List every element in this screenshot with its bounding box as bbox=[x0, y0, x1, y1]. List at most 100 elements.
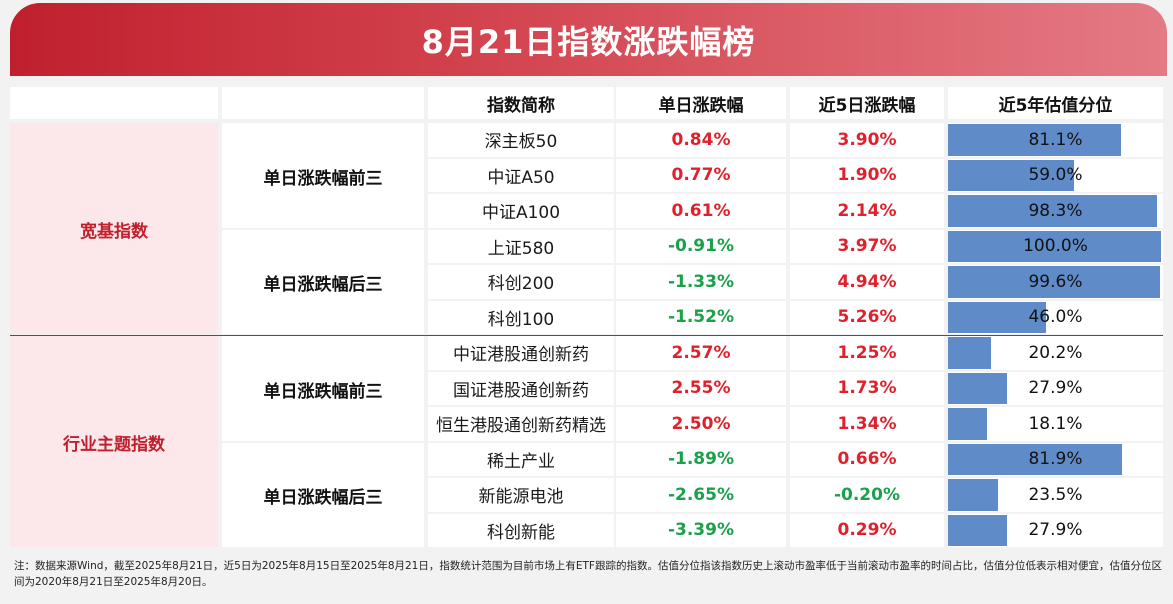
daily-change: -1.89% bbox=[667, 449, 735, 470]
row-bg bbox=[790, 194, 944, 228]
percentile-bar bbox=[948, 514, 1008, 546]
daily-change: 0.61% bbox=[671, 200, 731, 221]
percentile-bar bbox=[948, 372, 1008, 404]
percentile-value: 100.0% bbox=[1023, 236, 1088, 257]
daily-change: -3.39% bbox=[667, 520, 735, 541]
five-day-change: 0.29% bbox=[837, 520, 897, 541]
row-bg bbox=[428, 123, 614, 157]
daily-change: 2.57% bbox=[671, 342, 731, 363]
row-bg bbox=[790, 336, 944, 370]
row-bg bbox=[790, 371, 944, 405]
row-bg bbox=[428, 194, 614, 228]
page-title: 8月21日指数涨跌幅榜 bbox=[10, 3, 1167, 76]
daily-change: 0.77% bbox=[671, 165, 731, 186]
daily-change: 2.55% bbox=[671, 378, 731, 399]
header-percentile: 近5年估值分位 bbox=[998, 95, 1113, 116]
percentile-value: 20.2% bbox=[1028, 342, 1083, 363]
row-bg bbox=[428, 371, 614, 405]
index-name: 稀土产业 bbox=[487, 451, 555, 472]
percentile-value: 46.0% bbox=[1028, 307, 1083, 328]
header-bg bbox=[616, 87, 786, 119]
row-bg bbox=[616, 265, 786, 299]
five-day-change: 1.25% bbox=[837, 342, 897, 363]
group-bg bbox=[222, 336, 424, 441]
valuation-percentile: 46.0% bbox=[948, 301, 1163, 335]
five-day-change: 4.94% bbox=[837, 271, 897, 292]
row-bg bbox=[428, 300, 614, 334]
row-bg bbox=[616, 123, 786, 157]
daily-change: -0.91% bbox=[667, 236, 735, 257]
valuation-percentile: 59.0% bbox=[948, 159, 1163, 193]
daily-change: -1.52% bbox=[667, 307, 735, 328]
footnote: 注：数据来源Wind，截至2025年8月21日，近5日为2025年8月15日至2… bbox=[14, 560, 1162, 588]
row-bg bbox=[790, 478, 944, 512]
header-bg bbox=[790, 87, 944, 119]
category-label: 行业主题指数 bbox=[63, 435, 165, 455]
percentile-value: 59.0% bbox=[1028, 165, 1083, 186]
five-day-change: 1.34% bbox=[837, 413, 897, 434]
valuation-percentile: 27.9% bbox=[948, 514, 1163, 548]
five-day-change: 1.90% bbox=[837, 165, 897, 186]
row-bg bbox=[616, 371, 786, 405]
percentile-value: 81.1% bbox=[1028, 129, 1083, 150]
index-name: 深主板50 bbox=[484, 132, 558, 153]
index-name: 新能源电池 bbox=[478, 487, 564, 508]
percentile-bar bbox=[948, 266, 1161, 298]
index-ranking-table: 指数简称 单日涨跌幅 近5日涨跌幅 近5年估值分位 宽基指数 单日涨跌幅前三 深主板50 0.… bbox=[10, 87, 1163, 549]
five-day-change: 3.97% bbox=[837, 236, 897, 257]
index-name: 中证港股通创新药 bbox=[453, 345, 589, 366]
daily-change: 0.84% bbox=[671, 129, 731, 150]
percentile-value: 27.9% bbox=[1028, 378, 1083, 399]
percentile-bar bbox=[948, 408, 987, 440]
row-bg bbox=[428, 229, 614, 263]
five-day-change: -0.20% bbox=[833, 484, 901, 505]
group-bg bbox=[222, 229, 424, 334]
header-five-day: 近5日涨跌幅 bbox=[818, 95, 916, 116]
row-bg bbox=[790, 158, 944, 192]
row-bg bbox=[428, 336, 614, 370]
valuation-percentile: 23.5% bbox=[948, 478, 1163, 512]
percentile-bar bbox=[948, 124, 1121, 156]
five-day-change: 5.26% bbox=[837, 307, 897, 328]
group-bg bbox=[222, 123, 424, 228]
valuation-percentile: 20.2% bbox=[948, 336, 1163, 370]
category-bg bbox=[10, 336, 218, 547]
category-bg bbox=[10, 123, 218, 334]
row-bg bbox=[790, 407, 944, 441]
daily-change: 2.50% bbox=[671, 413, 731, 434]
percentile-bar bbox=[948, 195, 1158, 227]
five-day-change: 2.14% bbox=[837, 200, 897, 221]
header-bg bbox=[948, 87, 1163, 119]
index-name: 国证港股通创新药 bbox=[453, 380, 589, 401]
header-bg-cat bbox=[10, 87, 218, 119]
valuation-percentile: 100.0% bbox=[948, 230, 1163, 264]
index-name: 科创200 bbox=[487, 274, 555, 295]
row-bg bbox=[616, 513, 786, 547]
valuation-percentile: 81.1% bbox=[948, 123, 1163, 157]
row-bg bbox=[790, 513, 944, 547]
five-day-change: 0.66% bbox=[837, 449, 897, 470]
percentile-bar bbox=[948, 337, 992, 369]
header-bg bbox=[428, 87, 614, 119]
index-name: 中证A100 bbox=[481, 203, 561, 224]
row-bg bbox=[428, 407, 614, 441]
group-label: 单日涨跌幅前三 bbox=[263, 381, 383, 402]
percentile-value: 18.1% bbox=[1028, 413, 1083, 434]
group-bg bbox=[222, 442, 424, 547]
daily-change: -2.65% bbox=[667, 484, 735, 505]
index-name: 上证580 bbox=[487, 238, 555, 259]
row-bg bbox=[428, 158, 614, 192]
valuation-percentile: 27.9% bbox=[948, 372, 1163, 406]
row-bg bbox=[616, 158, 786, 192]
percentile-bar bbox=[948, 301, 1046, 333]
percentile-bar bbox=[948, 443, 1123, 475]
row-bg bbox=[428, 442, 614, 476]
percentile-value: 98.3% bbox=[1028, 200, 1083, 221]
row-bg bbox=[616, 478, 786, 512]
percentile-value: 99.6% bbox=[1028, 271, 1083, 292]
percentile-value: 23.5% bbox=[1028, 484, 1083, 505]
header-name: 指数简称 bbox=[487, 95, 555, 116]
row-bg bbox=[790, 300, 944, 334]
group-label: 单日涨跌幅后三 bbox=[263, 488, 383, 509]
valuation-percentile: 18.1% bbox=[948, 407, 1163, 441]
